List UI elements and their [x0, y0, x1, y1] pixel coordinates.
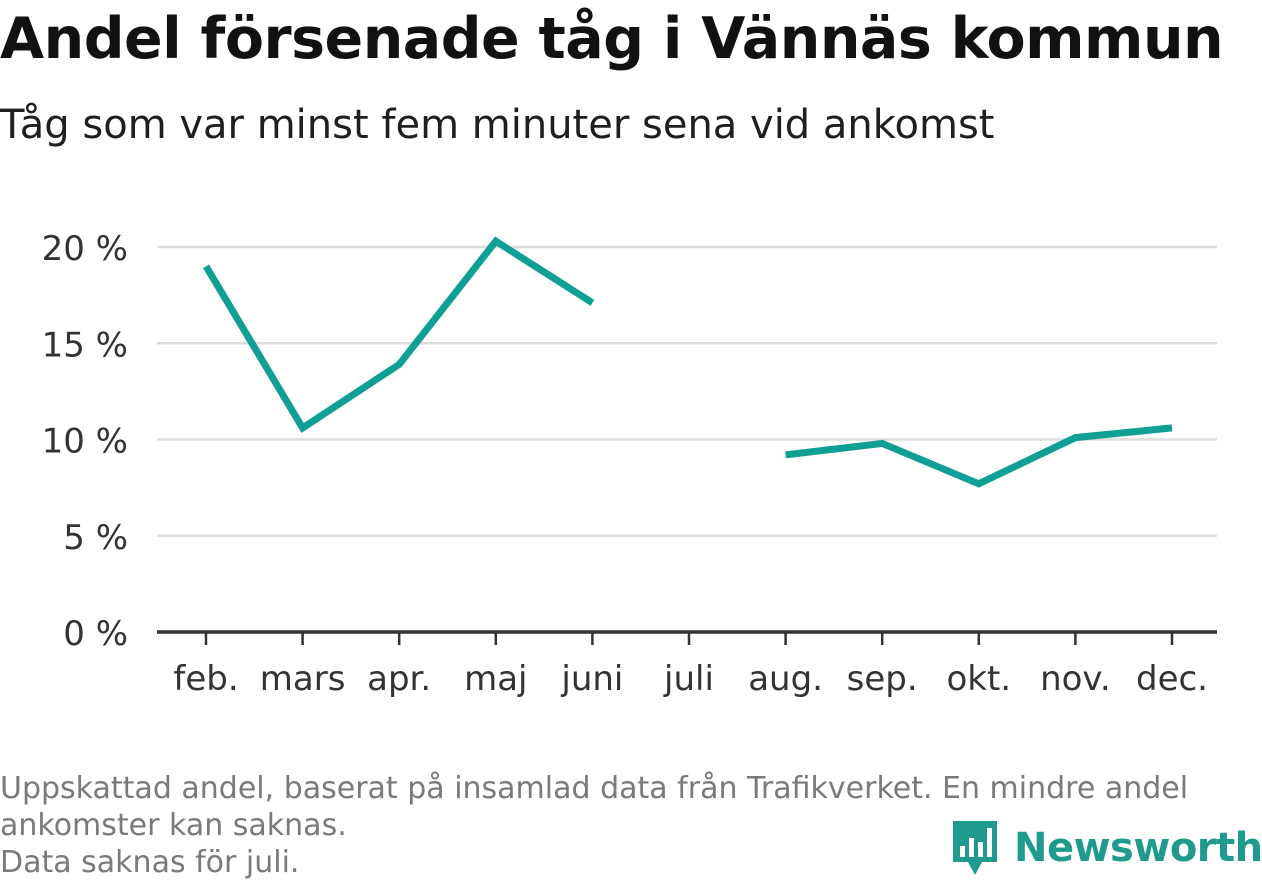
- chart-title: Andel försenade tåg i Vännäs kommun: [0, 6, 1224, 72]
- series-line-segment-2: [785, 424, 1173, 488]
- gridlines: [157, 245, 1217, 537]
- logo-text: Newsworthy: [1014, 825, 1262, 871]
- x-tick-label: juni: [560, 659, 623, 699]
- x-tick-label: okt.: [946, 659, 1011, 699]
- x-tick-label: juli: [663, 659, 714, 699]
- footnote-line-3: Data saknas för juli.: [0, 845, 300, 880]
- y-tick-label: 15 %: [42, 325, 128, 365]
- x-tick-label: feb.: [173, 659, 238, 699]
- x-axis: [157, 630, 1217, 645]
- chart-subtitle: Tåg som var minst fem minuter sena vid a…: [0, 102, 995, 148]
- footnote-line-1: Uppskattad andel, baserat på insamlad da…: [0, 771, 1189, 806]
- x-tick-label: apr.: [367, 659, 431, 699]
- y-tick-label: 5 %: [63, 518, 128, 558]
- newsworthy-chart-bubble-icon: [953, 821, 997, 875]
- x-tick-label: nov.: [1040, 659, 1111, 699]
- x-tick-labels: feb. mars apr. maj juni juli aug. sep. okt. nov. d…: [173, 659, 1208, 699]
- newsworthy-logo: Newsworthy: [950, 818, 1262, 878]
- series-lines: [202, 236, 1173, 488]
- x-tick-label: mars: [260, 659, 346, 699]
- footnote: Uppskattad andel, baserat på insamlad da…: [0, 770, 1250, 881]
- footnote-line-2: ankomster kan saknas.: [0, 808, 347, 843]
- y-tick-labels: 0 % 5 % 10 % 15 % 20 %: [42, 229, 128, 654]
- x-tick-label: maj: [464, 659, 527, 699]
- x-tick-label: sep.: [847, 659, 918, 699]
- series-line-segment-1: [202, 236, 595, 433]
- y-tick-label: 10 %: [42, 422, 128, 462]
- line-chart: 0 % 5 % 10 % 15 % 20 % feb. mars apr. maj juni ju…: [42, 229, 1217, 699]
- x-tick-label: dec.: [1136, 659, 1208, 699]
- y-tick-label: 20 %: [42, 229, 128, 269]
- y-tick-label: 0 %: [63, 614, 128, 654]
- x-tick-label: aug.: [748, 659, 823, 699]
